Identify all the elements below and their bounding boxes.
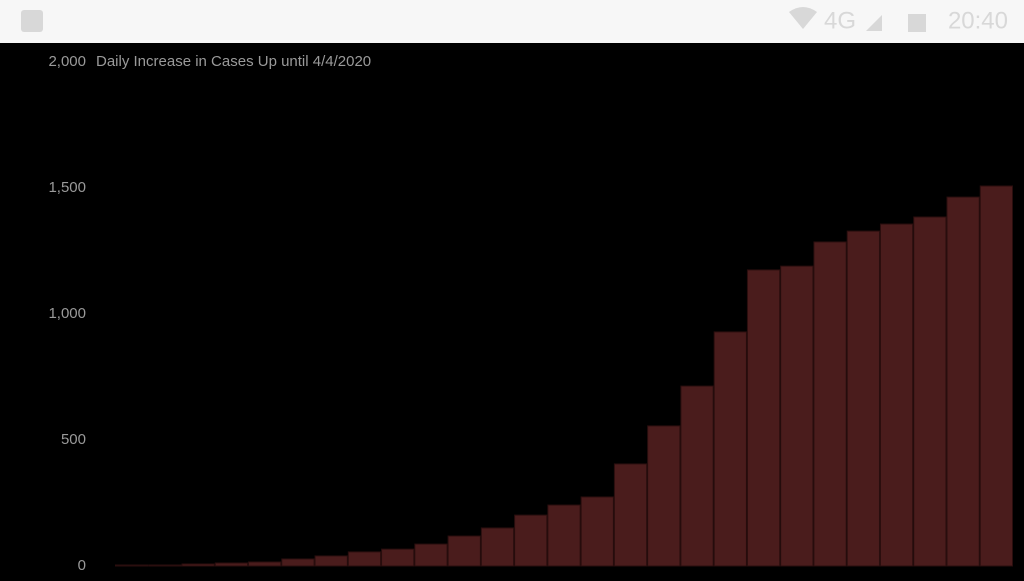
y-tick-label: 500: [61, 431, 86, 448]
chart-title: Daily Increase in Cases Up until 4/4/202…: [96, 53, 371, 70]
network-label: 4G: [824, 7, 856, 34]
bar: [613, 463, 648, 567]
signal-icon: [866, 15, 882, 31]
status-bar: 4G 20:40: [0, 0, 1024, 43]
bar: [879, 223, 914, 567]
bar: [447, 535, 481, 567]
wifi-icon: [789, 7, 817, 29]
bar: [713, 331, 747, 567]
bar: [514, 514, 548, 567]
bar: [780, 265, 814, 567]
bar: [680, 385, 714, 567]
y-tick-label: 1,000: [48, 305, 86, 322]
bar: [580, 496, 614, 567]
bar: [381, 548, 415, 567]
battery-icon: [908, 14, 926, 32]
bar: [414, 543, 448, 567]
bar: [979, 185, 1013, 567]
status-bar-bg: [0, 0, 1024, 43]
bar: [813, 241, 847, 567]
bar: [248, 561, 282, 567]
bar: [115, 564, 149, 567]
bar: [281, 558, 315, 567]
bar: [746, 269, 781, 567]
bar: [480, 527, 515, 567]
bar: [913, 216, 947, 567]
y-tick-label: 1,500: [48, 179, 86, 196]
y-tick-label: 2,000: [48, 53, 86, 70]
bar: [647, 425, 681, 567]
bar: [547, 504, 581, 567]
bar: [946, 196, 980, 567]
bar: [214, 562, 249, 567]
notification-icon: [21, 10, 43, 32]
y-tick-label: 0: [78, 557, 86, 574]
bar: [181, 563, 215, 567]
bar: [148, 564, 182, 567]
bar: [347, 551, 382, 567]
bar: [846, 230, 880, 567]
bar: [314, 555, 348, 567]
clock: 20:40: [948, 7, 1008, 34]
